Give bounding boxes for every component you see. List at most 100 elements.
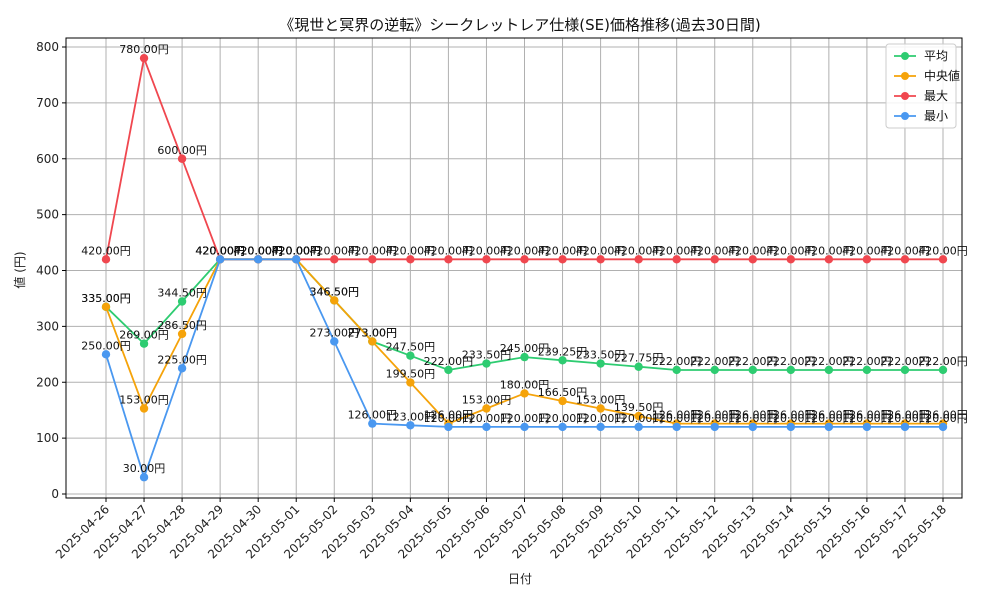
data-point	[558, 356, 567, 365]
data-label: 30.00円	[123, 462, 166, 475]
data-label: 153.00円	[119, 394, 169, 407]
data-label: 335.00円	[81, 292, 131, 305]
data-label: 126.00円	[728, 409, 778, 422]
data-label: 126.00円	[424, 409, 474, 422]
data-label: 126.00円	[842, 409, 892, 422]
data-point	[444, 422, 453, 432]
data-label: 120.00円	[804, 412, 854, 425]
data-label: 420.00円	[424, 244, 474, 257]
data-label: 126.00円	[880, 409, 930, 422]
data-point	[330, 296, 339, 305]
data-label: 420.00円	[500, 244, 550, 257]
data-label: 222.00円	[766, 355, 816, 368]
legend-swatch-marker	[901, 52, 909, 60]
data-label: 120.00円	[652, 412, 702, 425]
data-point	[368, 255, 377, 264]
data-point	[520, 422, 529, 432]
legend-entry-label: 最大	[924, 89, 948, 103]
data-point	[634, 411, 643, 421]
data-label: 420.00円	[195, 244, 245, 257]
data-label: 346.50円	[310, 285, 360, 298]
data-point	[177, 329, 187, 339]
data-point	[596, 359, 605, 368]
data-labels: 335.00円269.00円344.50円420.00円420.00円420.0…	[81, 43, 968, 475]
data-point	[710, 255, 719, 264]
data-point	[520, 389, 529, 398]
data-point	[292, 255, 301, 264]
data-point	[900, 365, 910, 375]
data-label: 120.00円	[918, 412, 968, 425]
data-label: 335.00円	[81, 292, 131, 305]
data-point	[368, 419, 377, 428]
data-label: 126.00円	[690, 409, 740, 422]
data-point	[596, 422, 605, 432]
data-label: 126.00円	[766, 409, 816, 422]
data-label: 123.00円	[386, 410, 436, 423]
data-label: 420.00円	[271, 244, 321, 257]
data-point	[596, 255, 605, 264]
data-point	[748, 255, 757, 264]
chart-title: 《現世と冥界の逆転》シークレットレア仕様(SE)価格推移(過去30日間)	[279, 16, 761, 34]
data-point	[139, 339, 149, 348]
legend-entry-label: 中央値	[924, 68, 960, 83]
data-point	[101, 350, 111, 359]
data-label: 222.00円	[880, 355, 930, 368]
data-label: 222.00円	[804, 355, 854, 368]
data-label: 420.00円	[386, 244, 436, 257]
data-label: 222.00円	[728, 355, 778, 368]
y-axis-title: 値 (円)	[12, 251, 27, 288]
plot-frame	[65, 37, 963, 499]
data-label: 780.00円	[119, 43, 169, 56]
legend-swatch-marker	[901, 92, 909, 100]
data-label: 420.00円	[728, 244, 778, 257]
data-point	[177, 154, 187, 163]
data-label: 120.00円	[728, 412, 778, 425]
data-point	[520, 255, 529, 264]
data-label: 420.00円	[233, 244, 283, 257]
data-point	[748, 365, 757, 375]
data-label: 153.00円	[462, 394, 512, 407]
data-point	[824, 255, 834, 264]
data-label: 126.00円	[652, 409, 702, 422]
data-label: 273.00円	[310, 326, 360, 339]
data-label: 153.00円	[576, 394, 626, 407]
data-label: 420.00円	[880, 244, 930, 257]
data-point	[672, 255, 681, 264]
data-label: 600.00円	[157, 144, 207, 157]
data-point	[101, 255, 111, 264]
data-label: 239.25円	[538, 345, 588, 358]
data-point	[900, 255, 910, 264]
legend-swatch-marker	[901, 72, 909, 80]
data-point	[596, 404, 605, 413]
data-label: 420.00円	[652, 244, 702, 257]
data-label: 225.00円	[157, 353, 207, 366]
legend-box	[885, 43, 957, 129]
data-label: 250.00円	[81, 339, 131, 352]
data-point	[672, 365, 681, 375]
data-label: 420.00円	[690, 244, 740, 257]
data-point	[482, 422, 491, 432]
data-point	[558, 255, 567, 264]
data-label: 420.00円	[614, 244, 664, 257]
data-point	[672, 422, 681, 432]
legend-entry-label: 平均	[924, 49, 948, 63]
y-tick-label: 600	[36, 152, 59, 166]
y-tick-label: 300	[36, 319, 59, 333]
data-label: 222.00円	[652, 355, 702, 368]
data-point	[139, 404, 149, 413]
data-label: 222.00円	[918, 355, 968, 368]
data-label: 120.00円	[690, 412, 740, 425]
data-label: 420.00円	[195, 244, 245, 257]
data-label: 420.00円	[310, 244, 360, 257]
data-point	[900, 422, 910, 432]
data-label: 120.00円	[538, 412, 588, 425]
data-label: 286.50円	[157, 319, 207, 332]
data-label: 233.50円	[576, 349, 626, 362]
data-label: 120.00円	[614, 412, 664, 425]
data-point	[139, 473, 149, 482]
data-point	[406, 378, 415, 387]
data-label: 420.00円	[271, 244, 321, 257]
data-point	[710, 422, 719, 432]
data-label: 222.00円	[690, 355, 740, 368]
